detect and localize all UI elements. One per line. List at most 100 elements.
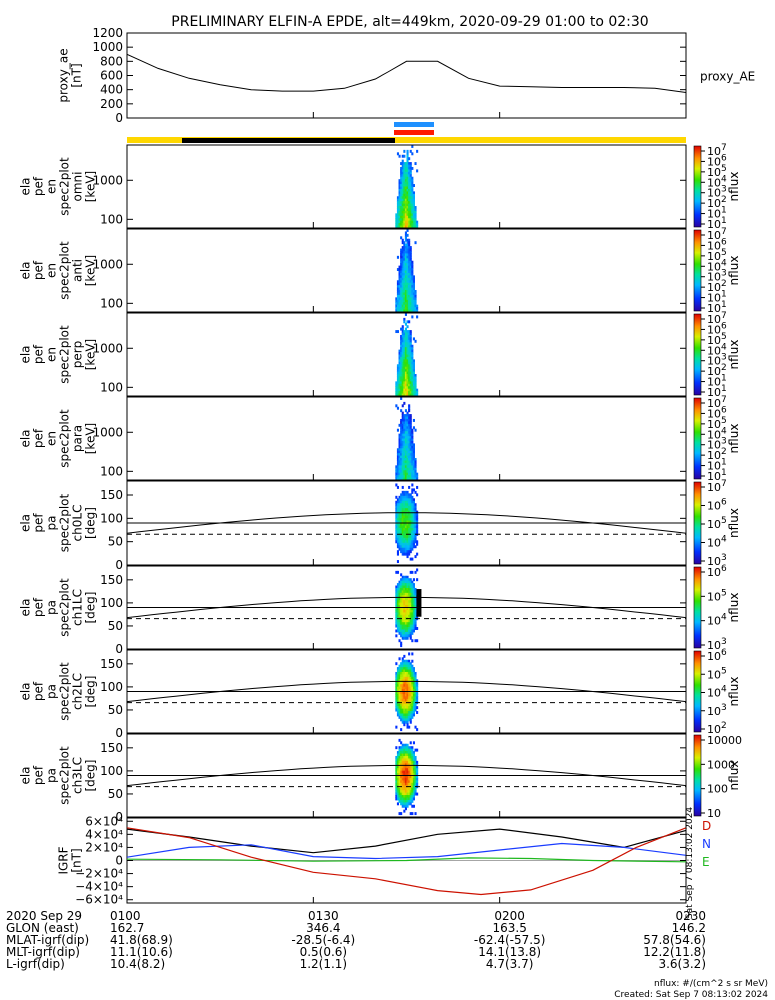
spectrogram-cell xyxy=(411,535,414,539)
spectrogram-cell xyxy=(408,462,411,466)
spectrogram-cell xyxy=(395,686,398,690)
spectrogram-cell xyxy=(416,627,419,630)
spectrogram-cell xyxy=(408,349,411,353)
spectrogram-cell xyxy=(404,525,407,529)
spectrogram-cell xyxy=(401,590,404,594)
spectrogram-cell xyxy=(400,602,403,606)
spectrogram-cell xyxy=(409,263,412,267)
spectrogram-cell xyxy=(400,174,403,178)
spectrogram-cell xyxy=(398,530,401,534)
spectrogram-cell xyxy=(411,376,414,380)
spectrogram-cell xyxy=(398,602,401,606)
spectrogram-cell xyxy=(400,550,403,554)
spectrogram-cell xyxy=(414,307,417,311)
colorbar-tick-label: 10 xyxy=(707,615,721,628)
spectrogram-cell xyxy=(409,792,412,796)
spectrogram-cell xyxy=(406,186,409,190)
spectrogram-cell xyxy=(395,746,398,750)
spectrogram-cell xyxy=(401,393,404,397)
spectrogram-cell xyxy=(400,309,403,313)
spectrogram-cell xyxy=(401,775,404,779)
spectrogram-cell xyxy=(400,184,403,187)
spectrogram-cell xyxy=(396,364,400,368)
spectrogram-cell xyxy=(406,263,409,267)
spectrogram-cell xyxy=(398,585,401,589)
spectrogram-cell xyxy=(396,713,400,717)
spectrogram-cell xyxy=(403,467,406,471)
spectrogram-cell xyxy=(408,681,411,685)
spectrogram-cell xyxy=(411,294,414,298)
spectrogram-cell xyxy=(414,758,417,762)
panel-frame xyxy=(126,144,687,229)
spectrogram-cell xyxy=(409,777,412,781)
spectrogram-cell xyxy=(403,525,406,529)
spectrogram-cell xyxy=(409,383,412,387)
spectrogram-cell xyxy=(411,186,414,190)
y-axis-label: [deg] xyxy=(84,592,98,624)
spectrogram-cell xyxy=(409,669,412,673)
spectrogram-cell xyxy=(414,294,417,298)
spectrogram-cell xyxy=(396,500,400,504)
spectrogram-cell xyxy=(409,218,412,222)
spectrogram-cell xyxy=(409,525,412,529)
spectrogram-cell xyxy=(409,307,412,311)
spectrogram-cell xyxy=(403,520,406,524)
spectrogram-cell xyxy=(396,223,400,227)
spectrogram-cell xyxy=(406,193,409,197)
spectrogram-cell xyxy=(401,263,404,267)
spectrogram-cell xyxy=(412,453,415,457)
spectrogram-cell xyxy=(404,426,407,430)
spectrogram-cell xyxy=(401,388,404,392)
spectrogram-cell xyxy=(411,600,414,604)
spectrogram-cell xyxy=(396,535,400,539)
spectrogram-cell xyxy=(406,243,409,247)
spectrogram-cell xyxy=(398,515,401,519)
spectrogram-cell xyxy=(406,154,409,158)
spectrogram-cell xyxy=(403,530,406,534)
colorbar-tick-exponent: 6 xyxy=(721,564,727,574)
spectrogram-cell xyxy=(403,366,406,370)
spectrogram-cell xyxy=(408,438,411,442)
spectrogram-cell xyxy=(408,258,411,262)
spectrogram-cell xyxy=(416,525,419,529)
spectrogram-cell xyxy=(408,428,411,432)
y-axis-label: spec2plot xyxy=(58,662,72,721)
spectrogram-cell xyxy=(401,213,404,217)
spectrogram-cell xyxy=(401,287,404,291)
spectrogram-cell xyxy=(412,711,415,714)
spectrogram-cell xyxy=(404,679,407,683)
spectrogram-cell xyxy=(404,578,407,582)
spectrogram-cell xyxy=(401,580,404,584)
spectrogram-cell xyxy=(406,470,409,474)
spectrogram-cell xyxy=(403,770,406,774)
spectrogram-cell xyxy=(400,250,403,254)
spectrogram-cell xyxy=(412,622,415,626)
colorbar-tick-label: 10 xyxy=(707,271,721,284)
spectrogram-cell xyxy=(401,669,404,673)
spectrogram-cell xyxy=(411,797,414,801)
spectrogram-cell xyxy=(411,381,414,385)
spectrogram-cell xyxy=(409,508,412,512)
spectrogram-cell xyxy=(408,213,411,217)
spectrogram-cell xyxy=(412,285,415,289)
colorbar-tick-label: 10 xyxy=(707,418,721,431)
colorbar-tick-exponent: 4 xyxy=(721,258,727,268)
spectrogram-cell xyxy=(408,255,411,259)
spectrogram-cell xyxy=(396,294,400,298)
spectrogram-cell xyxy=(409,475,412,479)
spectrogram-cell xyxy=(400,493,403,497)
spectrogram-cell xyxy=(409,634,412,638)
spectrogram-cell xyxy=(412,513,415,517)
spectrogram-cell xyxy=(412,530,415,534)
spectrogram-cell xyxy=(408,510,411,514)
spectrogram-cell xyxy=(404,552,407,556)
spectrogram-cell xyxy=(406,191,409,195)
spectrogram-cell xyxy=(401,277,404,281)
spectrogram-cell xyxy=(398,510,401,514)
colorbar-tick-label: 10 xyxy=(707,687,721,700)
spectrogram-cell xyxy=(408,282,411,286)
spectrogram-cell xyxy=(412,220,415,224)
colorbar xyxy=(693,229,702,312)
spectrogram-cell xyxy=(403,676,406,680)
